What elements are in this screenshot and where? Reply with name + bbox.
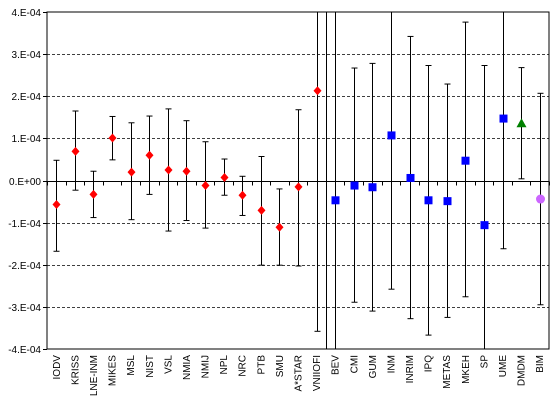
point-marker (108, 133, 117, 143)
x-tick-label: LNE-INM (89, 355, 100, 396)
point-marker (220, 173, 229, 183)
point-marker (536, 194, 545, 204)
point-marker (331, 196, 340, 205)
x-tick-label: BEV (331, 355, 342, 375)
point-marker (480, 221, 489, 230)
x-tick-label: DMDM (517, 355, 528, 386)
y-tick-label: 3.E-04 (12, 50, 42, 61)
x-tick-label: VNIIOFI (312, 355, 323, 391)
y-tick-label: -2.E-04 (8, 261, 41, 272)
point-marker (145, 150, 154, 160)
point-marker (387, 131, 396, 140)
point-marker (89, 189, 98, 199)
y-tick-label: 0.E+00 (9, 177, 41, 188)
y-tick-labels: 4.E-04 3.E-04 2.E-04 1.E-04 0.E+00 -1.E-04 -2.… (8, 8, 41, 356)
data-markers (52, 86, 545, 232)
x-tick-label: UME (498, 355, 509, 378)
x-tick-label: METAS (442, 355, 453, 389)
y-tick-label: -1.E-04 (8, 219, 41, 230)
x-tick-label: SP (479, 355, 490, 369)
point-marker (52, 200, 61, 210)
x-tick-label: NIST (145, 355, 156, 378)
x-tick-label: INRIM (405, 355, 416, 383)
point-marker (201, 181, 210, 191)
point-marker (164, 165, 173, 175)
x-tick-label: NMIJ (201, 355, 212, 378)
x-tick-label: A*STAR (294, 355, 305, 392)
x-tick-label: MSL (126, 355, 137, 376)
y-tick-label: 2.E-04 (12, 92, 42, 103)
x-tick-label: SMU (275, 355, 286, 377)
x-tick-label: KRISS (70, 355, 81, 385)
y-tick-label: -4.E-04 (8, 345, 41, 356)
x-tick-label: IPQ (424, 355, 435, 372)
point-marker (516, 118, 527, 128)
axes (43, 11, 550, 350)
x-tick-label: MIKES (108, 355, 119, 386)
x-tick-label: VSL (163, 355, 174, 374)
point-marker (368, 183, 377, 192)
x-tick-label: CMI (349, 355, 360, 373)
point-marker (71, 146, 80, 156)
x-tick-label: PTB (256, 355, 267, 375)
y-tick-label: 1.E-04 (12, 134, 42, 145)
point-marker (350, 181, 359, 190)
plot-frame (46, 11, 550, 350)
point-marker (424, 196, 433, 205)
point-marker (461, 156, 470, 165)
x-tick-label: IODV (52, 355, 63, 380)
x-tick-label: NMIA (182, 355, 193, 380)
point-marker (275, 222, 284, 232)
point-marker (313, 86, 322, 96)
point-marker (127, 167, 136, 177)
error-bars (53, 12, 544, 349)
x-tick-label: NRC (238, 355, 249, 377)
x-tick-label: NPL (219, 355, 230, 375)
x-tick-label: GUM (368, 355, 379, 378)
point-marker (294, 182, 303, 192)
y-tick-label: 4.E-04 (12, 8, 42, 19)
x-tick-label: INM (386, 355, 397, 373)
point-marker (257, 205, 266, 215)
x-tick-labels: IODV KRISS LNE-INM MIKES MSL NIST VSL NMIA NMIJ N… (52, 355, 546, 397)
y-tick-label: -3.E-04 (8, 303, 41, 314)
point-marker (182, 166, 191, 176)
point-marker (443, 197, 452, 206)
point-marker (406, 173, 415, 182)
x-tick-label: BIM (535, 355, 546, 373)
point-marker (238, 190, 247, 200)
point-marker (499, 114, 508, 123)
x-tick-label: MKEH (461, 355, 472, 384)
